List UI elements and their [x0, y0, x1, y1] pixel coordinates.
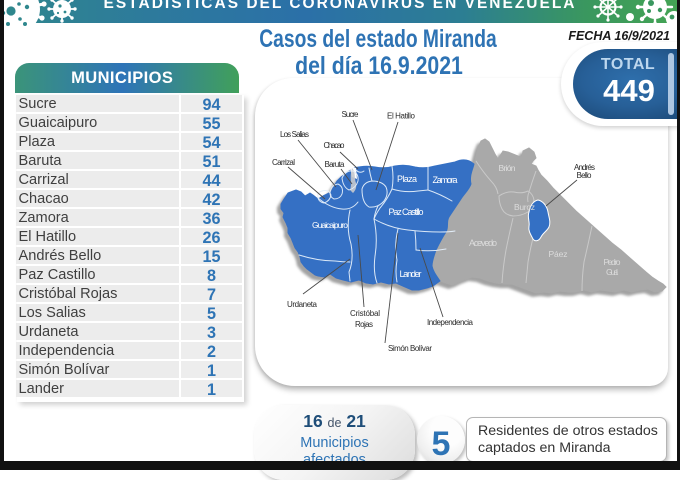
svg-text:Gual: Gual	[606, 267, 618, 277]
svg-text:Páez: Páez	[549, 249, 568, 259]
svg-text:Brión: Brión	[499, 163, 516, 173]
svg-text:Buroz: Buroz	[514, 202, 535, 212]
svg-text:Cristóbal: Cristóbal	[350, 309, 380, 318]
svg-text:Urdaneta: Urdaneta	[287, 300, 318, 309]
svg-text:Baruta: Baruta	[325, 160, 346, 169]
svg-text:Paz Castillo: Paz Castillo	[389, 207, 424, 217]
svg-text:Andrés: Andrés	[574, 163, 595, 172]
svg-text:Los Salias: Los Salias	[280, 130, 309, 139]
svg-text:Acevedo: Acevedo	[469, 238, 497, 248]
svg-text:Chacao: Chacao	[324, 141, 346, 150]
svg-text:Zamora: Zamora	[433, 175, 458, 185]
svg-text:El Hatillo: El Hatillo	[387, 112, 416, 121]
svg-text:Guaicaipuro: Guaicaipuro	[312, 220, 348, 230]
svg-text:Sucre: Sucre	[342, 110, 360, 119]
svg-text:Bello: Bello	[577, 171, 593, 180]
svg-text:Simón Bolívar: Simón Bolívar	[388, 344, 432, 353]
svg-text:Independencia: Independencia	[427, 318, 474, 327]
svg-text:Carrizal: Carrizal	[272, 158, 295, 167]
svg-text:Plaza: Plaza	[397, 174, 417, 184]
svg-text:Rojas: Rojas	[355, 320, 373, 329]
svg-text:Pedro: Pedro	[604, 257, 621, 267]
svg-text:Lander: Lander	[400, 269, 422, 279]
